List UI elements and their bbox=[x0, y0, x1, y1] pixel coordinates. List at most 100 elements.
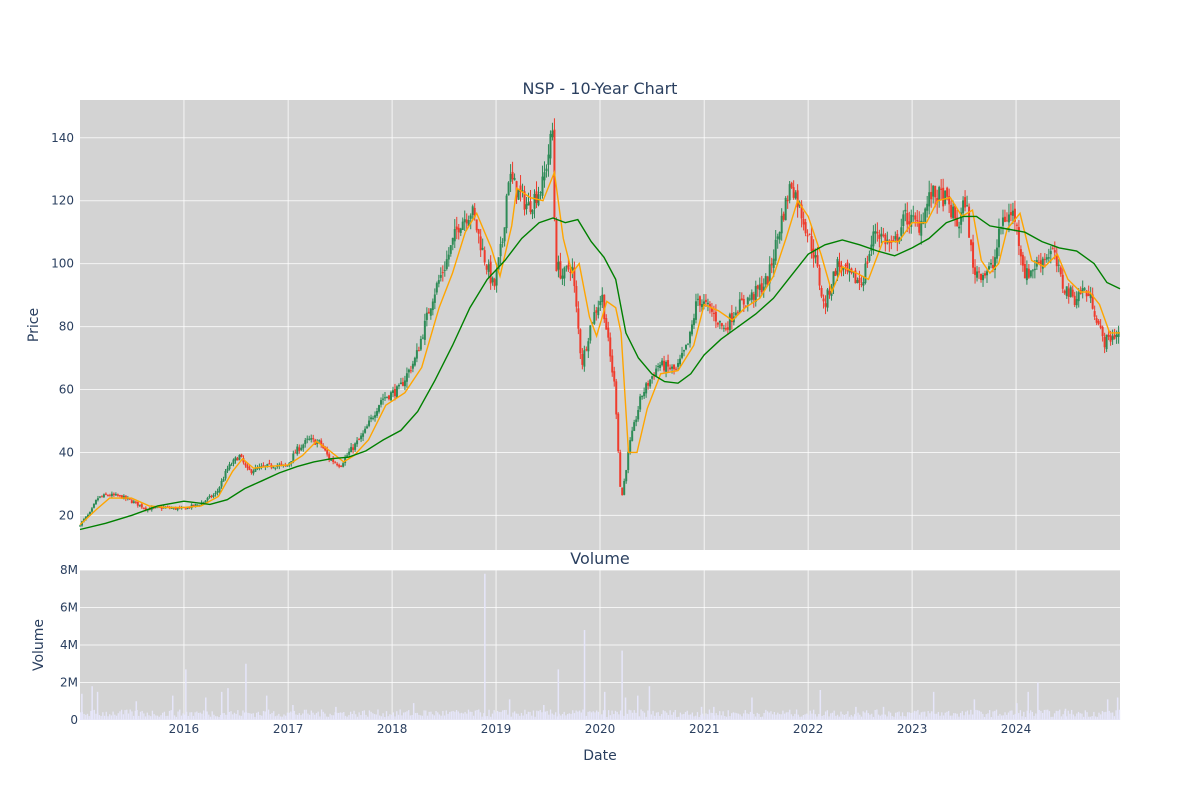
candle-body bbox=[896, 233, 899, 243]
candle bbox=[1037, 254, 1040, 264]
candle bbox=[354, 442, 357, 452]
volume-bar bbox=[792, 716, 794, 720]
volume-bar bbox=[838, 716, 840, 720]
candle bbox=[465, 213, 468, 231]
candle bbox=[1043, 253, 1046, 268]
candle-body bbox=[128, 498, 131, 500]
volume-spike-bar bbox=[819, 690, 822, 720]
candle bbox=[300, 444, 303, 452]
volume-bar bbox=[469, 711, 471, 720]
candle-body bbox=[356, 440, 359, 445]
volume-bar bbox=[80, 712, 82, 720]
candle bbox=[1071, 285, 1074, 298]
candle-body bbox=[627, 451, 630, 471]
candle-body bbox=[956, 217, 959, 227]
volume-bar bbox=[324, 713, 326, 720]
candle bbox=[397, 383, 400, 390]
volume-bar bbox=[830, 713, 832, 720]
price-y-tick: 80 bbox=[59, 320, 74, 334]
candle-body bbox=[563, 267, 566, 279]
candle bbox=[228, 461, 231, 471]
candle-body bbox=[423, 320, 426, 340]
candle-body bbox=[894, 236, 897, 240]
volume-bar bbox=[683, 713, 685, 720]
volume-bar bbox=[824, 711, 827, 720]
volume-bar bbox=[1103, 712, 1105, 720]
candle bbox=[824, 295, 827, 315]
volume-bar bbox=[471, 711, 473, 720]
volume-bar bbox=[343, 712, 345, 720]
candle bbox=[306, 435, 309, 444]
volume-bar bbox=[307, 713, 309, 720]
volume-bar bbox=[582, 709, 584, 720]
candle-body bbox=[487, 264, 490, 272]
volume-bar bbox=[558, 713, 560, 720]
volume-bar bbox=[597, 711, 600, 720]
volume-bar bbox=[513, 711, 516, 720]
candle bbox=[1087, 285, 1090, 297]
volume-bar bbox=[247, 712, 249, 720]
candle-body bbox=[433, 294, 436, 303]
volume-bar bbox=[197, 712, 200, 720]
volume-bar bbox=[273, 711, 275, 720]
candle-body bbox=[140, 504, 143, 508]
volume-bar bbox=[1088, 716, 1090, 720]
candle bbox=[451, 237, 454, 251]
volume-bar bbox=[925, 716, 928, 720]
volume-bar bbox=[814, 714, 817, 720]
volume-bar bbox=[787, 712, 789, 720]
candle-body bbox=[513, 177, 516, 181]
volume-bar bbox=[1035, 713, 1037, 720]
volume-bar bbox=[402, 712, 405, 720]
price-y-tick: 60 bbox=[59, 383, 74, 397]
candle-body bbox=[118, 495, 121, 497]
candle bbox=[1083, 286, 1086, 291]
volume-bar bbox=[1028, 713, 1030, 720]
volume-bar bbox=[657, 712, 659, 720]
volume-bar bbox=[763, 712, 765, 720]
candle-body bbox=[112, 493, 115, 496]
candle-body bbox=[904, 209, 907, 212]
candle-body bbox=[539, 192, 542, 194]
candle-body bbox=[208, 495, 211, 498]
volume-bar bbox=[1079, 713, 1081, 720]
volume-bar bbox=[428, 711, 430, 720]
volume-spike-bar bbox=[1037, 682, 1039, 720]
volume-spike-bar bbox=[855, 706, 857, 720]
candle-body bbox=[503, 227, 506, 242]
volume-bar bbox=[631, 712, 634, 720]
candle-body bbox=[218, 487, 221, 492]
candle-body bbox=[962, 200, 965, 214]
candle bbox=[1065, 286, 1068, 299]
volume-bar bbox=[869, 714, 871, 720]
candle-body bbox=[116, 494, 119, 496]
candle bbox=[471, 204, 474, 220]
candle bbox=[870, 235, 873, 256]
volume-bar bbox=[158, 716, 160, 720]
candle bbox=[1003, 209, 1006, 223]
volume-bar bbox=[546, 710, 548, 720]
candle-body bbox=[332, 459, 335, 462]
volume-bar bbox=[1112, 712, 1114, 720]
volume-bar bbox=[455, 709, 458, 720]
volume-bar bbox=[244, 712, 246, 720]
candle bbox=[1025, 260, 1028, 285]
candle bbox=[848, 263, 851, 282]
candle bbox=[334, 460, 337, 464]
candle-body bbox=[120, 495, 123, 499]
volume-bar bbox=[551, 713, 553, 720]
volume-bar bbox=[322, 711, 324, 720]
candle-body bbox=[599, 301, 602, 306]
volume-bar bbox=[103, 715, 106, 720]
candle-body bbox=[308, 438, 311, 440]
candle-body bbox=[100, 496, 103, 498]
volume-bar bbox=[1067, 710, 1069, 720]
volume-bar bbox=[457, 711, 459, 720]
candle bbox=[457, 223, 460, 240]
volume-bar bbox=[271, 712, 273, 720]
candle-body bbox=[495, 269, 498, 286]
volume-bar bbox=[942, 715, 945, 720]
candle-body bbox=[184, 508, 187, 510]
candle bbox=[176, 507, 179, 512]
volume-spike-bar bbox=[484, 573, 486, 720]
